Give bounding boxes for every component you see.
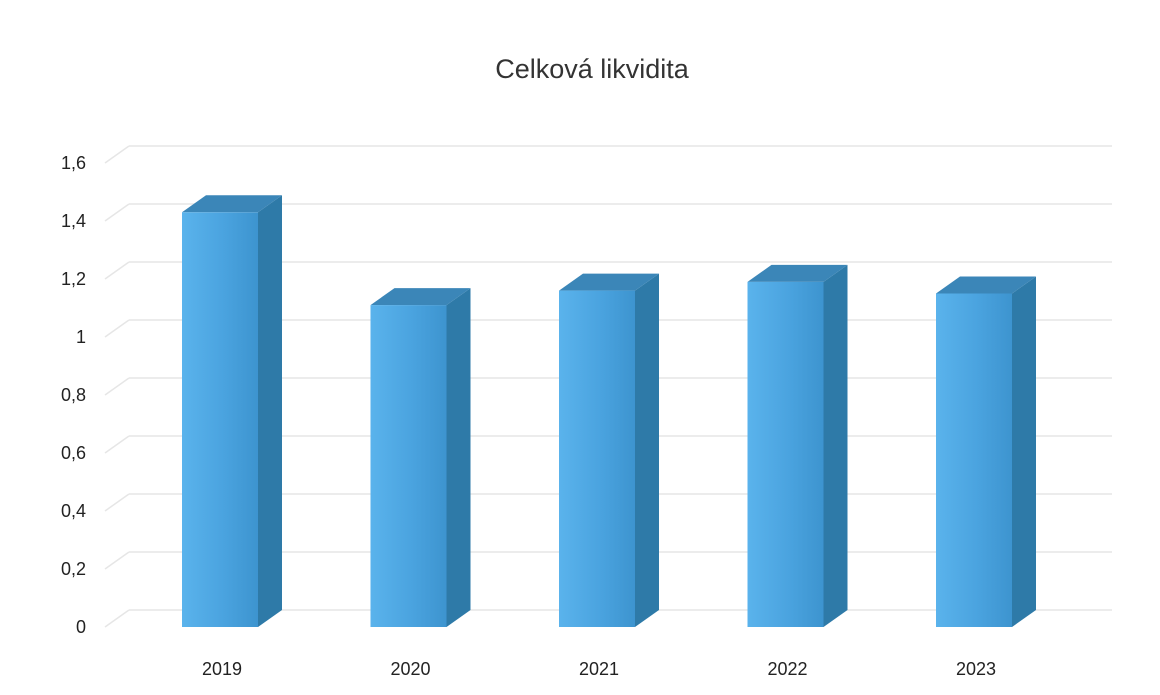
y-tick-label: 0,4 <box>61 501 86 521</box>
bar-front-face <box>370 305 447 627</box>
gridline-depth-6 <box>104 261 130 280</box>
bars <box>182 195 1036 628</box>
x-category-label: 2021 <box>579 659 619 679</box>
bar-side-face <box>1012 276 1036 627</box>
bar-2022 <box>747 264 848 627</box>
gridline-depth-4 <box>104 377 130 396</box>
chart-title: Celková likvidita <box>495 54 690 84</box>
bar-2021 <box>559 273 659 627</box>
y-tick-label: 1,6 <box>61 153 86 173</box>
y-tick-label: 1 <box>76 327 86 347</box>
y-tick-label: 0,6 <box>61 443 86 463</box>
bar-top-face <box>182 195 282 213</box>
x-category-label: 2019 <box>202 659 242 679</box>
x-axis-category-labels: 2019 2020 2021 2022 2023 <box>202 659 996 679</box>
x-category-label: 2023 <box>956 659 996 679</box>
bar-2023 <box>936 276 1036 627</box>
bar-front-face <box>182 212 258 628</box>
y-tick-label: 0 <box>76 617 86 637</box>
bar-2019 <box>182 195 282 628</box>
gridline-depth-3 <box>104 435 130 454</box>
bar-front-face <box>559 290 635 627</box>
gridline-depth-1 <box>104 551 130 570</box>
bar-2020 <box>370 288 471 627</box>
y-tick-label: 0,2 <box>61 559 86 579</box>
y-axis-tick-labels: 0 0,2 0,4 0,6 0,8 1 1,2 1,4 1,6 <box>61 153 86 637</box>
y-tick-label: 1,2 <box>61 269 86 289</box>
bar-side-face <box>258 195 282 628</box>
bar-top-face <box>559 273 659 291</box>
bar-side-face <box>635 273 659 627</box>
gridline-depth-0 <box>104 609 130 628</box>
gridline-depth-8 <box>104 145 130 164</box>
y-tick-label: 1,4 <box>61 211 86 231</box>
bar-top-face <box>747 264 848 282</box>
x-category-label: 2022 <box>767 659 807 679</box>
gridline-depth-2 <box>104 493 130 512</box>
x-category-label: 2020 <box>390 659 430 679</box>
bar-side-face <box>823 264 848 627</box>
bar-front-face <box>747 281 824 627</box>
gridline-depth-7 <box>104 203 130 222</box>
bar-front-face <box>936 293 1012 627</box>
bar-top-face <box>936 276 1036 294</box>
y-tick-label: 0,8 <box>61 385 86 405</box>
gridline-depth-5 <box>104 319 130 338</box>
bar-side-face <box>446 288 471 627</box>
bar-top-face <box>370 288 471 306</box>
